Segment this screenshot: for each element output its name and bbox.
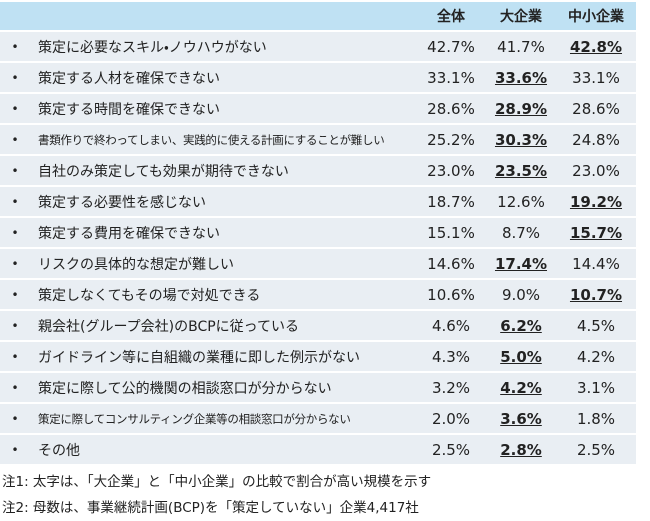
note: 注2: 母数は、事業継続計画(BCP)を「策定していない」企業4,417社 bbox=[2, 500, 419, 516]
row-label: 策定する必要性を感じない bbox=[30, 186, 416, 218]
cell-value: 23.0% bbox=[416, 155, 486, 187]
cell-value: 23.0% bbox=[556, 155, 636, 187]
header-blank bbox=[0, 2, 30, 32]
cell-value: 41.7% bbox=[486, 31, 556, 63]
cell-value: 15.7% bbox=[556, 217, 636, 249]
cell-value: 4.5% bbox=[556, 310, 636, 342]
row-label: 親会社(グループ会社)のBCPに従っている bbox=[30, 310, 416, 342]
row-label: 策定する費用を確保できない bbox=[30, 217, 416, 249]
cell-value: 3.6% bbox=[486, 403, 556, 435]
cell-value: 19.2% bbox=[556, 186, 636, 218]
cell-value: 33.1% bbox=[556, 62, 636, 94]
cell-value: 8.7% bbox=[486, 217, 556, 249]
column-header: 全体 bbox=[416, 2, 486, 32]
bullet bbox=[0, 310, 30, 342]
column-header: 大企業 bbox=[486, 2, 556, 32]
row-label: 策定に必要なスキル・ノウハウがない bbox=[30, 31, 416, 63]
cell-value: 28.6% bbox=[556, 93, 636, 125]
cell-value: 4.6% bbox=[416, 310, 486, 342]
cell-value: 2.0% bbox=[416, 403, 486, 435]
cell-value: 5.0% bbox=[486, 341, 556, 373]
cell-value: 42.8% bbox=[556, 31, 636, 63]
cell-value: 28.6% bbox=[416, 93, 486, 125]
bullet bbox=[0, 217, 30, 249]
cell-value: 2.5% bbox=[556, 434, 636, 466]
bullet bbox=[0, 62, 30, 94]
cell-value: 3.1% bbox=[556, 372, 636, 404]
table-row: 書類作りで終わってしまい、実践的に使える計画にすることが難しい25.2%30.3… bbox=[0, 124, 636, 156]
table-body: 策定に必要なスキル・ノウハウがない42.7%41.7%42.8%策定する人材を確… bbox=[0, 31, 636, 466]
cell-value: 17.4% bbox=[486, 248, 556, 280]
header-row: 全体 大企業 中小企業 bbox=[0, 2, 636, 32]
row-label: 自社のみ策定しても効果が期待できない bbox=[30, 155, 416, 187]
bullet bbox=[0, 31, 30, 63]
cell-value: 4.2% bbox=[486, 372, 556, 404]
cell-value: 10.7% bbox=[556, 279, 636, 311]
row-label: ガイドライン等に自組織の業種に即した例示がない bbox=[30, 341, 416, 373]
cell-value: 33.6% bbox=[486, 62, 556, 94]
row-label: 策定しなくてもその場で対処できる bbox=[30, 279, 416, 311]
cell-value: 30.3% bbox=[486, 124, 556, 156]
row-label: 策定する人材を確保できない bbox=[30, 62, 416, 94]
cell-value: 33.1% bbox=[416, 62, 486, 94]
row-label: リスクの具体的な想定が難しい bbox=[30, 248, 416, 280]
bullet bbox=[0, 279, 30, 311]
bullet bbox=[0, 248, 30, 280]
header-blank bbox=[30, 2, 416, 32]
bullet bbox=[0, 93, 30, 125]
cell-value: 12.6% bbox=[486, 186, 556, 218]
cell-value: 6.2% bbox=[486, 310, 556, 342]
cell-value: 4.3% bbox=[416, 341, 486, 373]
cell-value: 23.5% bbox=[486, 155, 556, 187]
cell-value: 25.2% bbox=[416, 124, 486, 156]
bullet bbox=[0, 186, 30, 218]
note: 注1: 太字は、「大企業」と「中小企業」の比較で割合が高い規模を示す bbox=[2, 474, 432, 490]
cell-value: 2.8% bbox=[486, 434, 556, 466]
cell-value: 1.8% bbox=[556, 403, 636, 435]
cell-value: 4.2% bbox=[556, 341, 636, 373]
row-label: 策定に際してコンサルティング企業等の相談窓口が分からない bbox=[30, 403, 416, 435]
row-label: その他 bbox=[30, 434, 416, 466]
bullet bbox=[0, 341, 30, 373]
bullet bbox=[0, 372, 30, 404]
cell-value: 24.8% bbox=[556, 124, 636, 156]
cell-value: 42.7% bbox=[416, 31, 486, 63]
cell-value: 14.4% bbox=[556, 248, 636, 280]
row-label: 策定に際して公的機関の相談窓口が分からない bbox=[30, 372, 416, 404]
cell-value: 14.6% bbox=[416, 248, 486, 280]
cell-value: 28.9% bbox=[486, 93, 556, 125]
cell-value: 2.5% bbox=[416, 434, 486, 466]
cell-value: 10.6% bbox=[416, 279, 486, 311]
bullet bbox=[0, 403, 30, 435]
bullet bbox=[0, 434, 30, 466]
cell-value: 15.1% bbox=[416, 217, 486, 249]
row-label: 書類作りで終わってしまい、実践的に使える計画にすることが難しい bbox=[30, 124, 416, 156]
cell-value: 3.2% bbox=[416, 372, 486, 404]
cell-value: 18.7% bbox=[416, 186, 486, 218]
bullet bbox=[0, 155, 30, 187]
column-header: 中小企業 bbox=[556, 2, 636, 32]
cell-value: 9.0% bbox=[486, 279, 556, 311]
row-label: 策定する時間を確保できない bbox=[30, 93, 416, 125]
bullet bbox=[0, 124, 30, 156]
